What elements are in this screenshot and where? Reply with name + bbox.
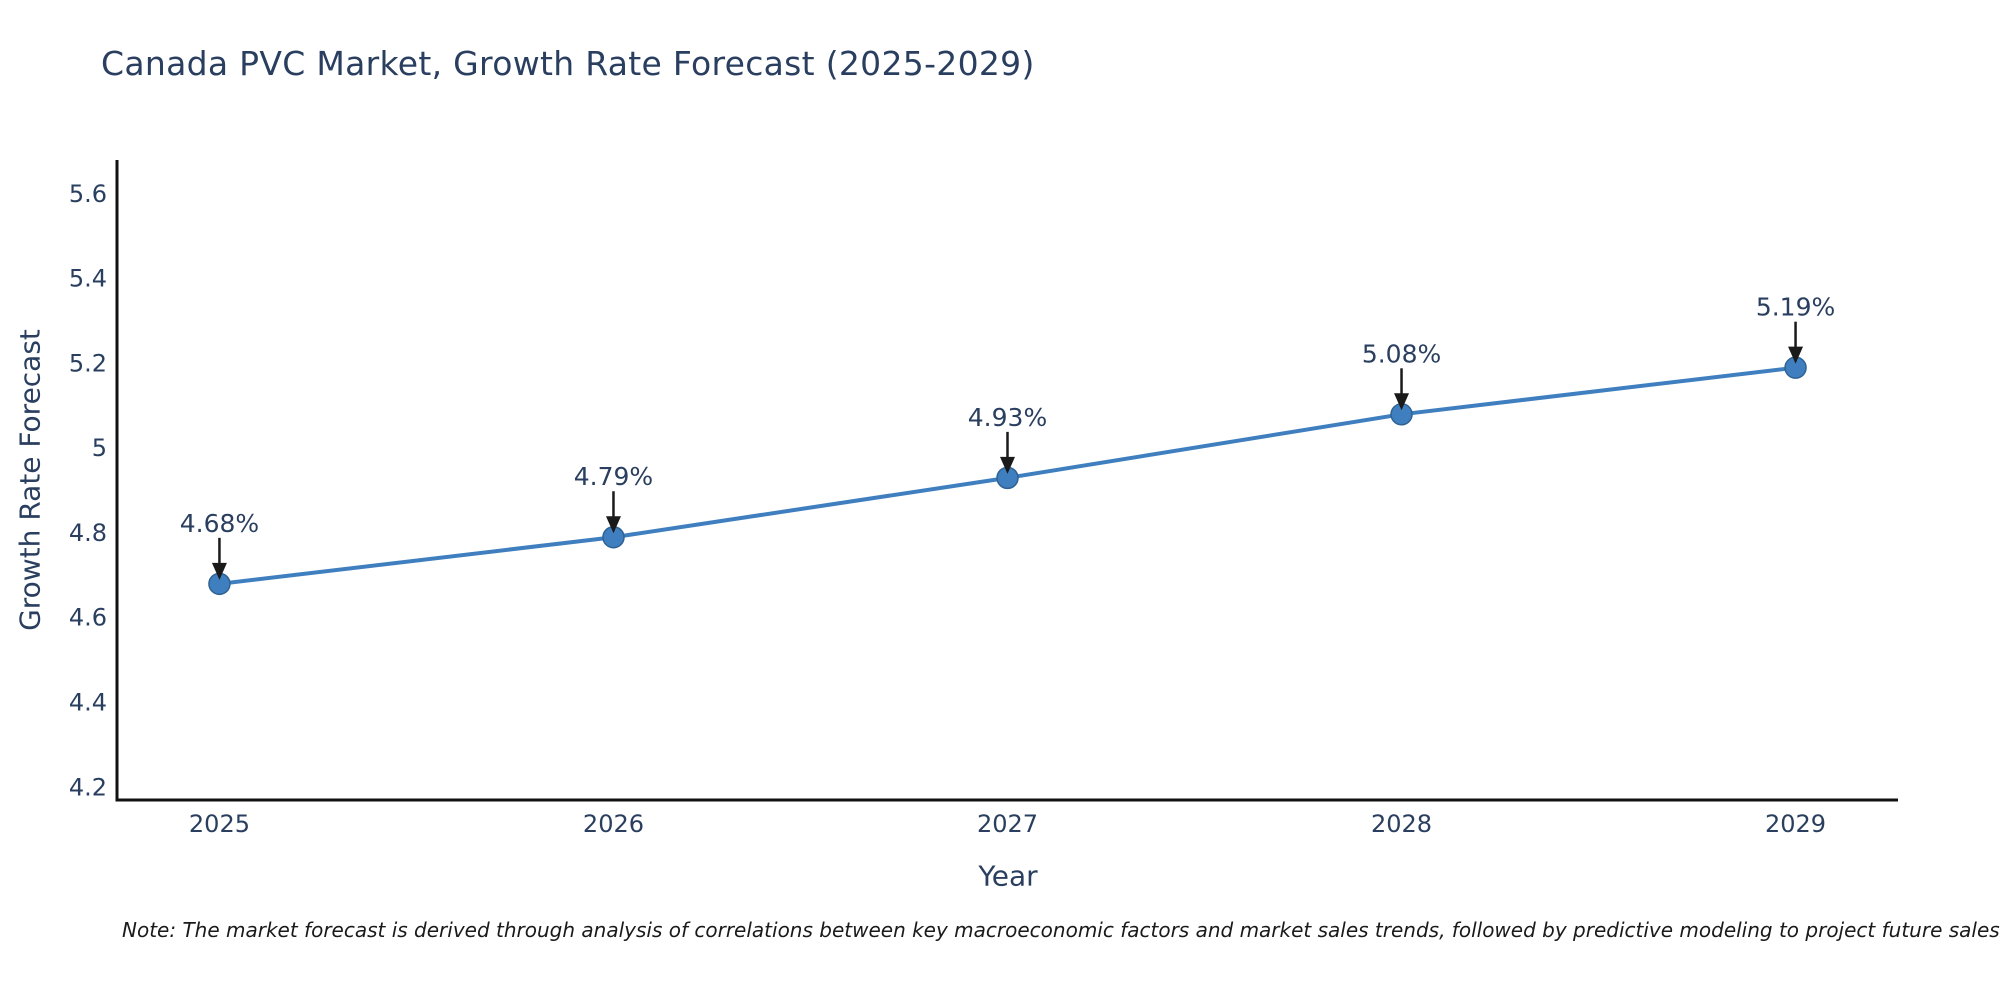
x-tick-label: 2028: [1371, 810, 1432, 838]
x-tick-label: 2027: [977, 810, 1038, 838]
annotation-arrowhead-icon: [1000, 456, 1015, 474]
y-tick-label: 5: [92, 434, 107, 462]
x-tick-label: 2026: [583, 810, 644, 838]
annotation-arrowhead-icon: [1394, 393, 1410, 411]
chart-footnote: Note: The market forecast is derived thr…: [122, 918, 2000, 942]
x-tick-label: 2029: [1765, 810, 1826, 838]
point-value-label: 4.79%: [574, 462, 653, 491]
annotation-arrowhead-icon: [605, 516, 621, 534]
x-tick-label: 2025: [189, 810, 250, 838]
annotation-arrowhead-icon: [1788, 346, 1804, 364]
chart-title: Canada PVC Market, Growth Rate Forecast …: [101, 44, 1035, 83]
point-value-label: 4.93%: [968, 403, 1047, 432]
y-tick-label: 5.4: [69, 265, 107, 293]
point-value-label: 4.68%: [180, 509, 259, 538]
point-value-label: 5.08%: [1362, 339, 1441, 368]
y-tick-label: 4.2: [69, 773, 107, 801]
annotation-arrowhead-icon: [211, 562, 227, 580]
y-tick-label: 4.4: [69, 689, 107, 717]
y-tick-label: 5.2: [69, 349, 107, 377]
y-tick-label: 5.6: [69, 180, 107, 208]
y-tick-label: 4.8: [69, 519, 107, 547]
x-axis-title: Year: [978, 859, 1038, 893]
y-tick-label: 4.6: [69, 604, 107, 632]
point-value-label: 5.19%: [1756, 293, 1835, 322]
